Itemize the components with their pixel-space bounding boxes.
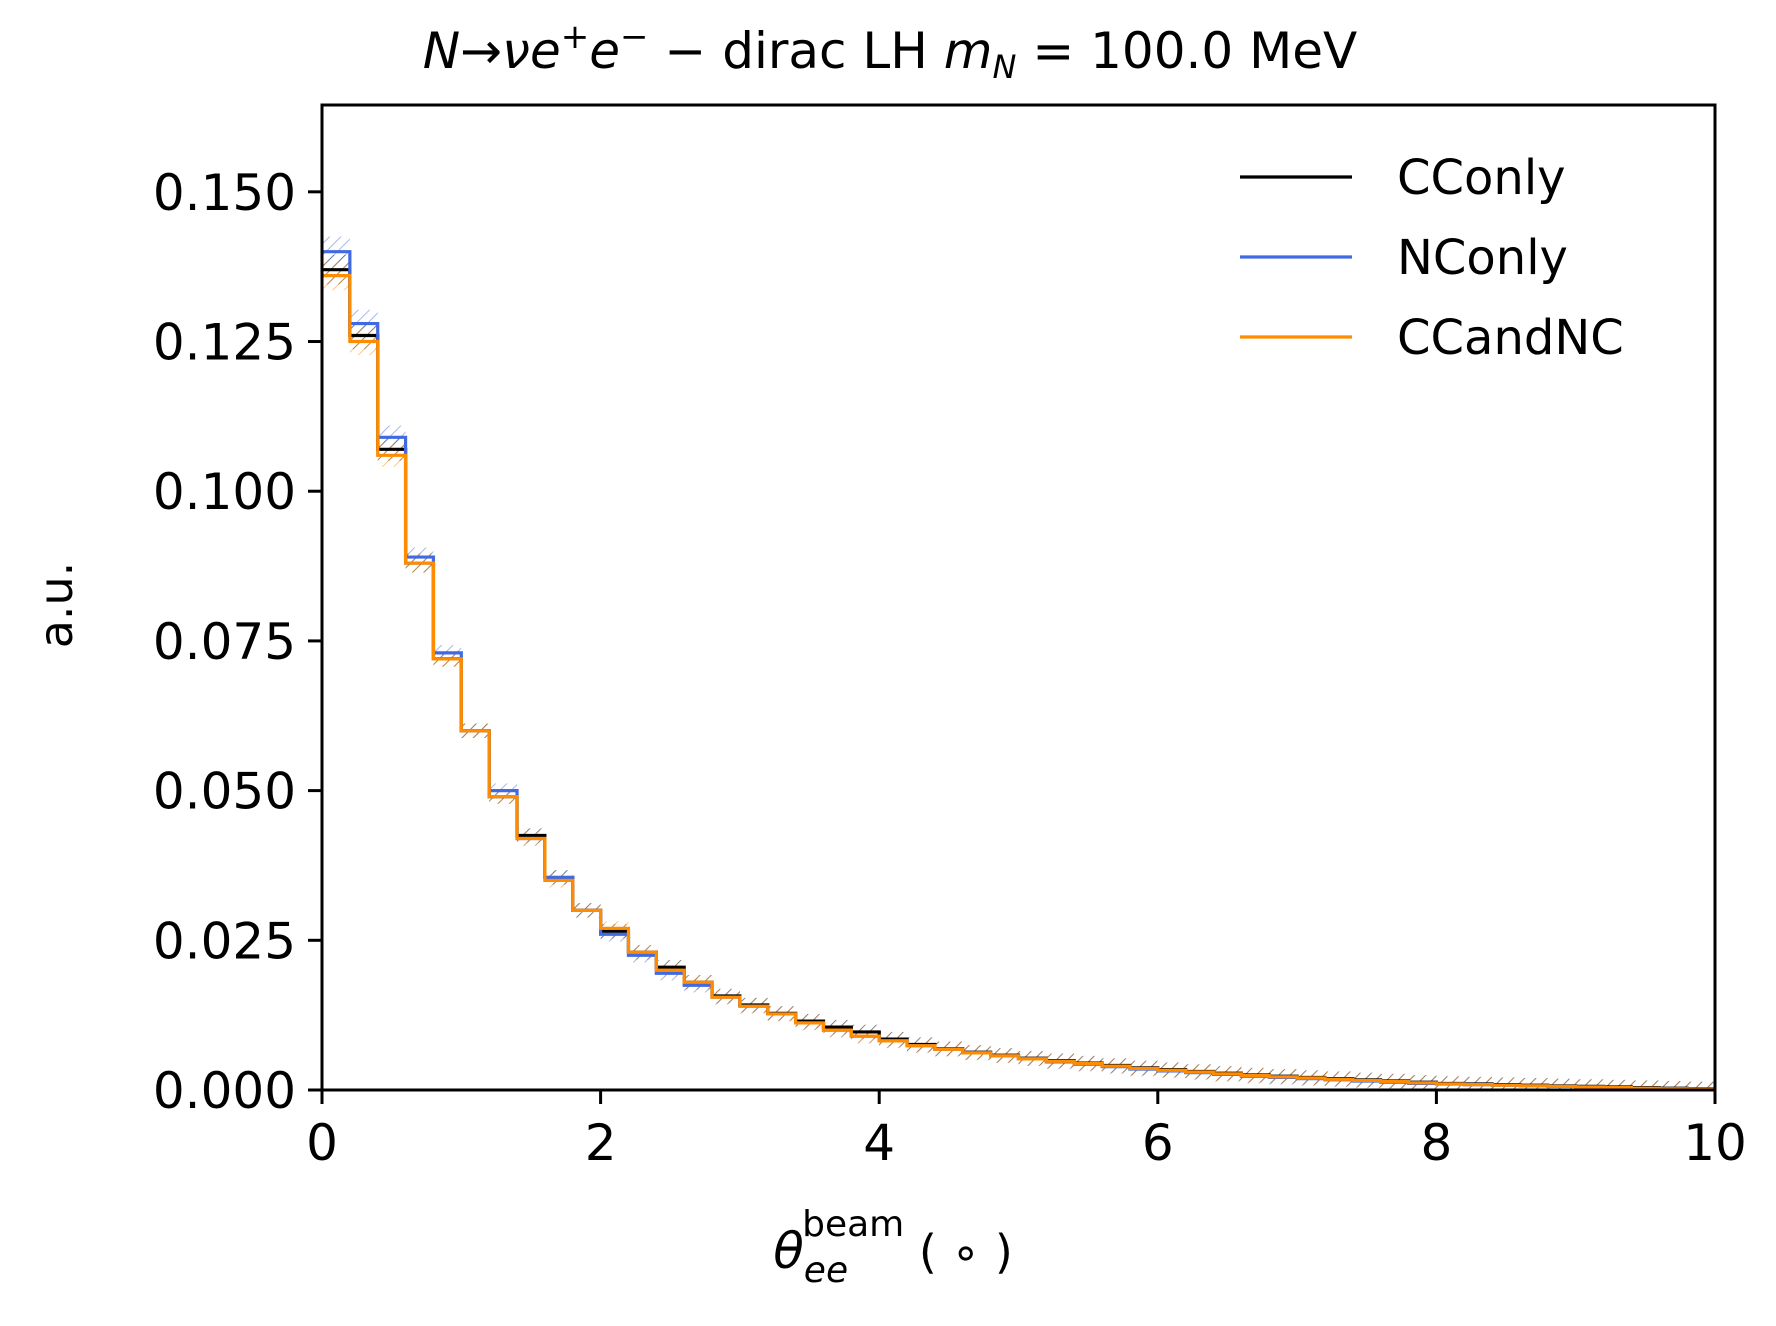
x-tick-label: 0	[306, 1114, 338, 1172]
xlabel-unit: ( ∘ )	[904, 1225, 1013, 1279]
legend-label-cconly: CConly	[1397, 150, 1566, 206]
x-tick-label: 2	[585, 1114, 617, 1172]
chart-title: N→νe+e− − dirac LH mN = 100.0 MeV	[423, 17, 1358, 86]
title-dash: −	[649, 22, 723, 80]
series-line-ccandnc	[322, 274, 1715, 1091]
y-tick-label: 0.100	[153, 463, 296, 521]
series-line-cconly	[322, 268, 1715, 1091]
x-tick-label: 4	[863, 1114, 895, 1172]
legend-label-ccandnc: CCandNC	[1397, 310, 1624, 366]
legend: CConly NConly CCandNC	[1240, 150, 1624, 366]
x-tick-label: 10	[1683, 1114, 1747, 1172]
x-tick-label: 6	[1142, 1114, 1174, 1172]
title-process: N→νe	[423, 22, 561, 80]
y-tick-label: 0.025	[153, 912, 296, 970]
x-axis-title: θee beam ( ∘ )	[773, 1204, 1013, 1291]
title-mass-symbol: m	[944, 22, 993, 80]
y-tick-label: 0.050	[153, 763, 296, 821]
x-axis-ticks: 0 2 4 6 8 10	[306, 1090, 1747, 1172]
legend-label-nconly: NConly	[1397, 230, 1568, 286]
xlabel-theta: θ	[773, 1222, 804, 1280]
title-mass-sub: N	[992, 48, 1016, 86]
title-sup-minus: −	[620, 17, 649, 57]
series-lines-layer	[322, 250, 1715, 1091]
error-hatch-ccandnc	[1659, 1081, 1688, 1090]
title-electron: e	[589, 22, 620, 80]
error-hatch-ccandnc	[1687, 1082, 1715, 1090]
error-hatch-ccandnc	[1603, 1080, 1632, 1090]
y-tick-label: 0.150	[153, 164, 296, 222]
xlabel-sub: ee	[804, 1250, 848, 1291]
series-line-nconly	[322, 250, 1715, 1091]
title-mass-value: = 100.0 MeV	[1016, 22, 1357, 80]
xlabel-sup: beam	[802, 1204, 904, 1245]
y-tick-label: 0.000	[153, 1062, 296, 1120]
y-tick-label: 0.075	[153, 613, 296, 671]
error-hatch-ccandnc	[1631, 1081, 1660, 1090]
y-axis-ticks: 0.000 0.025 0.050 0.075 0.100 0.125 0.150	[153, 164, 322, 1120]
x-tick-label: 8	[1420, 1114, 1452, 1172]
title-sup-plus: +	[561, 17, 590, 57]
y-tick-label: 0.125	[153, 314, 296, 372]
title-desc: dirac LH	[722, 22, 944, 80]
plot-frame	[320, 103, 1717, 1092]
y-axis-title: a.u.	[29, 562, 83, 649]
